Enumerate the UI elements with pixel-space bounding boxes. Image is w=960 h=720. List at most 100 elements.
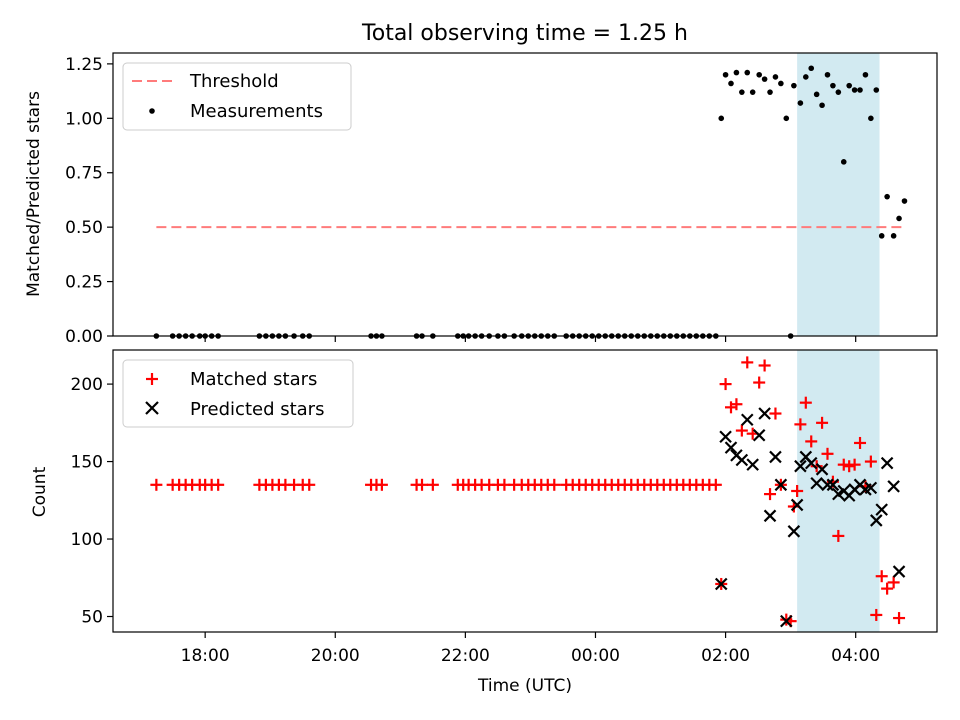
measurement-point: [733, 69, 740, 76]
measurement-point: [890, 233, 897, 239]
matched-star-marker: [870, 608, 883, 621]
predicted-star-marker: [821, 478, 834, 492]
matched-star-marker: [893, 612, 906, 625]
measurement-point: [791, 82, 797, 89]
top-y-tick-label: 1.25: [65, 55, 103, 75]
measurement-point: [873, 87, 880, 93]
legend-threshold-label: Threshold: [189, 71, 279, 92]
matched-star-marker: [875, 570, 888, 583]
bottom-y-axis-label: Count: [30, 466, 50, 517]
bottom-x-tick-label: 20:00: [311, 646, 360, 666]
matched-star-marker: [212, 478, 225, 491]
matched-star-marker: [548, 478, 561, 491]
top-y-axis: 0.00 0.25 0.50 0.75 1.00 1.25: [65, 55, 113, 347]
predicted-star-points: [714, 407, 906, 628]
matched-star-marker: [810, 460, 823, 473]
bottom-y-tick-label: 200: [71, 375, 103, 395]
top-y-tick-label: 0.75: [65, 164, 103, 184]
legend-measurements-swatch: [149, 108, 155, 114]
measurement-point: [857, 87, 863, 93]
matched-star-marker: [758, 359, 771, 372]
measurement-point: [739, 89, 745, 95]
matched-star-marker: [864, 455, 877, 468]
measurement-point: [722, 71, 729, 78]
measurement-point: [797, 100, 804, 106]
legend-predicted-label: Predicted stars: [190, 399, 324, 420]
measurement-point: [824, 71, 831, 78]
legend-matched-swatch: [146, 373, 158, 385]
top-y-tick-label: 0.50: [65, 218, 103, 238]
bottom-x-tick-label: 02:00: [701, 646, 750, 666]
top-legend: Threshold Measurements: [122, 62, 352, 131]
matched-star-points: [150, 356, 906, 628]
measurement-point: [835, 89, 842, 95]
bottom-x-tick-label: 00:00: [571, 646, 620, 666]
top-legend-box: [122, 62, 352, 131]
matched-star-marker: [725, 401, 737, 414]
matched-star-marker: [730, 398, 743, 411]
predicted-star-marker: [735, 453, 749, 467]
bottom-y-tick-label: 150: [71, 453, 103, 473]
predicted-star-marker: [815, 463, 829, 476]
measurement-point: [846, 82, 852, 89]
x-axis-label: Time (UTC): [477, 676, 572, 696]
matched-star-marker: [799, 396, 812, 409]
top-highlight-band: [797, 53, 880, 336]
predicted-star-marker: [892, 565, 906, 578]
predicted-star-marker: [740, 413, 754, 427]
measurement-point: [830, 82, 836, 89]
matched-star-marker: [794, 418, 807, 431]
legend-matched-label: Matched stars: [190, 369, 317, 390]
matched-star-marker: [821, 447, 834, 460]
predicted-star-marker: [887, 480, 900, 493]
predicted-star-marker: [758, 407, 771, 420]
top-plot-frame: [112, 52, 938, 337]
matched-star-marker: [816, 416, 829, 429]
top-panel: 0.00 0.25 0.50 0.75 1.00 1.25 Matched/Predict…: [24, 52, 938, 347]
predicted-star-marker: [769, 450, 782, 464]
bottom-x-axis: 18:00 20:00 22:00 00:00 02:00 04:00: [181, 632, 880, 666]
matched-star-marker: [791, 485, 804, 497]
predicted-star-marker: [826, 478, 840, 492]
bottom-y-tick-label: 100: [71, 530, 103, 550]
measurement-point: [884, 193, 890, 200]
predicted-star-marker: [746, 458, 759, 471]
matched-star-marker: [426, 478, 439, 491]
measurement-point: [808, 65, 815, 72]
predicted-star-marker: [810, 476, 823, 490]
measurement-point: [803, 74, 809, 80]
measurement-point: [868, 115, 874, 122]
predicted-star-marker: [774, 478, 788, 492]
bottom-legend-box: [122, 359, 354, 428]
bottom-x-tick-label: 18:00: [181, 646, 230, 666]
measurement-point: [761, 76, 768, 82]
bottom-legend: Matched stars Predicted stars: [122, 359, 354, 428]
matched-star-marker: [769, 407, 782, 420]
matched-star-marker: [843, 460, 856, 473]
bottom-x-tick-label: 04:00: [831, 646, 880, 666]
matched-star-marker: [887, 576, 900, 589]
legend-measurements-label: Measurements: [190, 101, 323, 122]
matched-star-marker: [854, 436, 867, 449]
matched-star-marker: [709, 478, 722, 491]
top-x-ticks: [204, 336, 857, 342]
matched-star-marker: [881, 582, 894, 595]
matched-star-marker: [764, 488, 777, 501]
bottom-plot-frame: [112, 349, 938, 633]
top-y-tick-label: 0.25: [65, 273, 103, 293]
predicted-star-marker: [714, 577, 728, 591]
matched-star-marker: [837, 458, 850, 471]
predicted-star-marker: [763, 509, 777, 523]
predicted-star-marker: [787, 525, 801, 538]
measurement-point: [878, 233, 885, 239]
matched-star-marker: [416, 478, 428, 491]
measurement-point: [767, 89, 773, 95]
measurement-point: [778, 80, 784, 87]
top-y-tick-label: 0.00: [65, 327, 103, 347]
matched-star-marker: [719, 378, 732, 391]
bottom-panel: 50 100 150 200 18:00 20:00 22:00 00:00 02:00 04:…: [30, 349, 938, 696]
matched-star-marker: [303, 478, 316, 491]
predicted-star-marker: [780, 614, 793, 628]
matched-star-marker: [832, 529, 845, 542]
